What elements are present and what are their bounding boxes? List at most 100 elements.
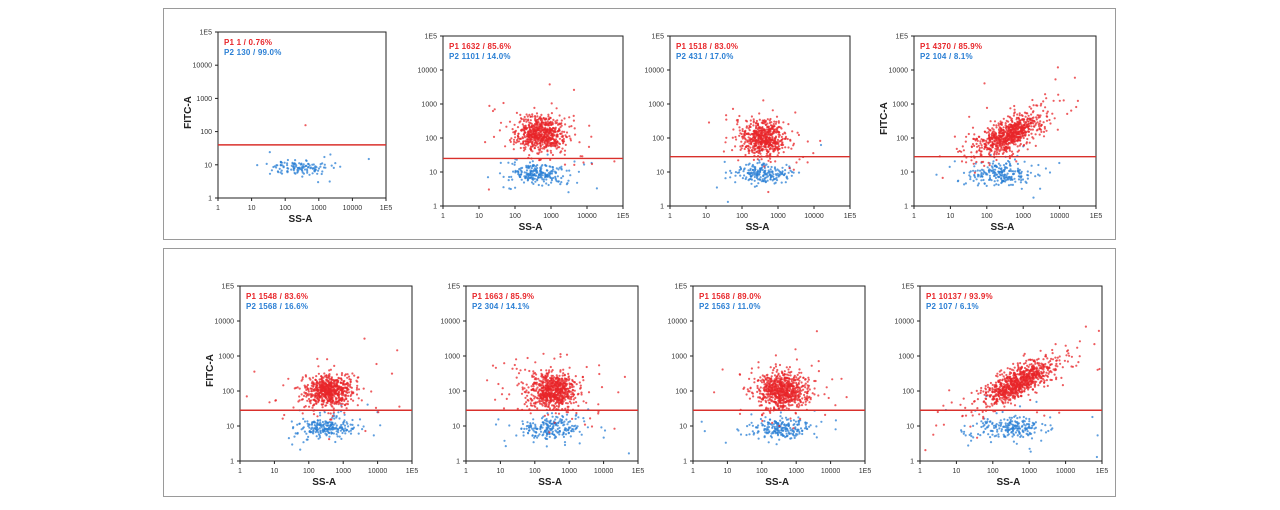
p2-event-point — [351, 427, 354, 430]
p2-event-point — [558, 426, 561, 429]
p1-event-point — [1044, 93, 1047, 96]
p1-event-point — [724, 141, 727, 144]
p1-event-point — [741, 144, 744, 147]
p2-event-point — [547, 183, 550, 187]
p2-event-point — [545, 429, 548, 432]
p1-event-point — [731, 149, 734, 152]
p1-event-point — [318, 382, 321, 385]
p1-event-point — [335, 373, 338, 376]
p1-event-point — [1052, 99, 1055, 102]
p1-event-point — [528, 154, 531, 157]
p1-event-point — [318, 395, 321, 398]
p1-event-point — [311, 395, 314, 398]
p2-event-point — [1008, 162, 1012, 165]
p1-event-point — [540, 369, 543, 372]
p2-event-point — [1058, 161, 1061, 165]
p1-event-point — [1073, 76, 1076, 79]
p2-event-point — [766, 179, 769, 182]
p2-event-point — [302, 417, 305, 420]
p1-event-point — [567, 376, 570, 379]
x-tick-label: 1000 — [335, 468, 351, 475]
p1-event-point — [532, 383, 535, 386]
p2-event-point — [546, 175, 549, 178]
p1-event-point — [537, 127, 541, 130]
p1-event-point — [770, 124, 773, 127]
p2-event-point — [1017, 178, 1021, 181]
p1-event-point — [327, 380, 330, 383]
p1-event-point — [747, 145, 750, 148]
p1-event-point — [561, 399, 564, 402]
p1-event-point — [570, 402, 573, 405]
p1-event-point — [347, 375, 351, 378]
p1-event-point — [322, 401, 325, 404]
p1-event-point — [740, 147, 743, 150]
p1-event-point — [986, 127, 989, 130]
p1-event-point — [554, 412, 557, 415]
p1-event-point — [1023, 129, 1026, 132]
p2-event-point — [1000, 181, 1003, 185]
p2-event-point — [343, 413, 346, 416]
p2-event-point — [523, 171, 526, 174]
p1-event-point — [587, 145, 591, 148]
p1-event-point — [537, 132, 540, 135]
p1-event-point — [1027, 120, 1030, 123]
p2-event-point — [321, 170, 324, 173]
p2-event-point — [340, 423, 343, 427]
p2-event-point — [367, 157, 370, 161]
p1-event-point — [522, 142, 525, 145]
p2-event-point — [272, 165, 275, 169]
p1-event-point — [1012, 152, 1015, 155]
p1-event-point — [1018, 121, 1021, 124]
p1-event-point — [1027, 117, 1030, 120]
p2-event-point — [323, 163, 326, 166]
p1-event-point — [566, 405, 569, 408]
p2-event-point — [1008, 169, 1011, 173]
p1-event-point — [771, 145, 774, 148]
p1-event-point — [798, 158, 801, 161]
p1-event-point — [567, 397, 570, 400]
p2-event-point — [761, 168, 764, 172]
p2-event-point — [323, 428, 326, 431]
p1-event-point — [549, 396, 552, 399]
p2-event-point — [306, 438, 309, 441]
x-tick-label: 1E5 — [617, 213, 630, 220]
p1-event-point — [761, 131, 764, 134]
p1-event-point — [559, 369, 562, 372]
p1-event-point — [1013, 111, 1016, 114]
p2-event-point — [549, 424, 552, 427]
p2-event-point — [514, 186, 517, 189]
p1-event-point — [337, 396, 340, 399]
p2-event-point — [518, 175, 521, 179]
p2-event-point — [529, 165, 532, 168]
p1-event-point — [364, 429, 367, 433]
p1-event-point — [759, 152, 762, 155]
p2-event-point — [980, 179, 983, 182]
p1-event-point — [1017, 117, 1021, 120]
p2-event-point — [751, 165, 754, 168]
p2-event-point — [569, 174, 572, 177]
p2-event-point — [504, 445, 507, 448]
p1-event-point — [777, 121, 780, 124]
p2-event-point — [568, 169, 571, 172]
p1-event-point — [738, 126, 741, 129]
p2-event-point — [357, 432, 360, 435]
p1-event-point — [769, 144, 772, 147]
p2-event-point — [576, 425, 579, 428]
x-tick-label: 10000 — [821, 468, 841, 475]
p2-event-point — [603, 429, 607, 432]
p2-event-point — [508, 175, 511, 179]
p1-event-point — [774, 145, 777, 148]
p2-event-point — [988, 176, 992, 180]
p2-event-point — [296, 431, 299, 435]
p1-event-point — [553, 397, 556, 400]
p1-event-point — [347, 391, 351, 394]
p1-event-point — [524, 124, 527, 127]
p1-event-point — [613, 160, 616, 163]
p1-event-point — [351, 372, 354, 375]
p1-event-point — [535, 118, 538, 121]
p1-event-point — [575, 411, 578, 415]
gate-label-p1: P1 1518 / 83.0% — [676, 42, 739, 51]
p2-event-point — [550, 169, 553, 173]
p1-event-point — [772, 123, 775, 126]
